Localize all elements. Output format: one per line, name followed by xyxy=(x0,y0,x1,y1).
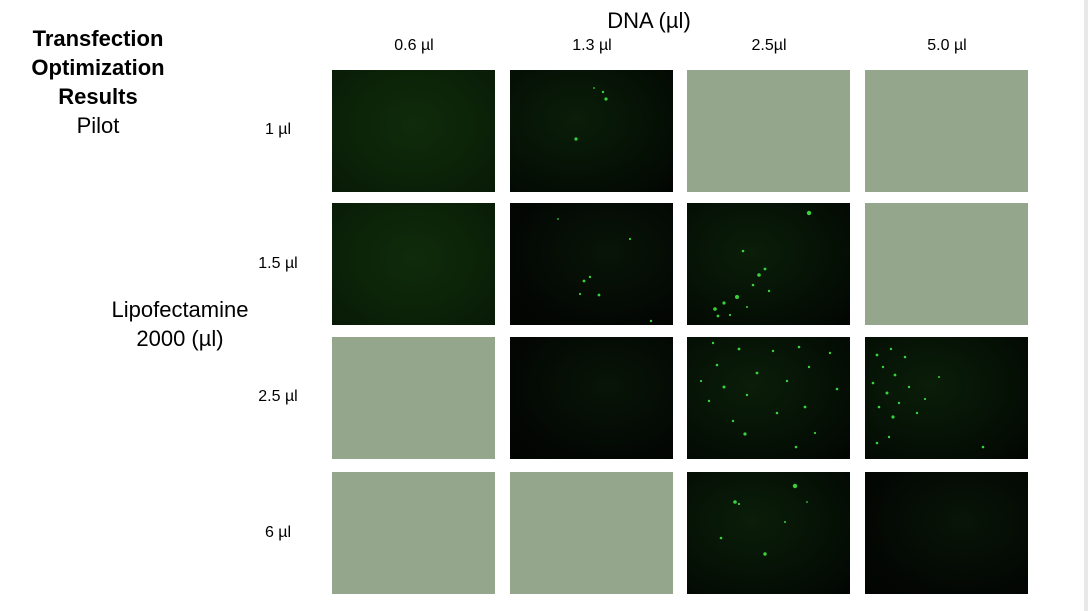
fluorescent-cells xyxy=(574,87,608,141)
micrograph-lipo1.5-dna0.6 xyxy=(332,203,495,325)
placeholder-lipo1-dna2.5 xyxy=(687,70,850,192)
micrograph-lipo2.5-dna1.3 xyxy=(510,337,673,459)
micrograph-lipo6-dna5.0 xyxy=(865,472,1028,594)
fluorescent-cells xyxy=(719,483,808,556)
placeholder-lipo6-dna0.6 xyxy=(332,472,495,594)
placeholder-lipo6-dna1.3 xyxy=(510,472,673,594)
dna-column-label-4: 5.0 µl xyxy=(927,37,967,54)
micrograph-lipo1.5-dna2.5 xyxy=(687,203,850,325)
micrograph-lipo2.5-dna5.0 xyxy=(865,337,1028,459)
dna-column-label-1: 0.6 µl xyxy=(394,37,434,54)
lipofectamine-row-label-1: 1 µl xyxy=(264,121,292,138)
fluorescent-cells xyxy=(557,218,653,323)
micrograph-lipo1.5-dna1.3 xyxy=(510,203,673,325)
lipofectamine-title-line-2: 2000 (µl) xyxy=(136,326,224,351)
dna-column-label-3: 2.5µl xyxy=(751,37,787,54)
title-line-2: Optimization xyxy=(31,55,165,80)
slide-title: Transfection Optimization Results Pilot xyxy=(8,24,188,140)
slide-edge xyxy=(1084,0,1088,611)
placeholder-lipo2.5-dna0.6 xyxy=(332,337,495,459)
title-subtitle: Pilot xyxy=(76,113,120,138)
lipofectamine-row-label-3: 2.5 µl xyxy=(258,388,298,405)
lipofectamine-row-label-4: 6 µl xyxy=(264,524,292,541)
title-line-1: Transfection xyxy=(32,26,164,51)
placeholder-lipo1.5-dna5.0 xyxy=(865,203,1028,325)
fluorescent-cells xyxy=(871,347,985,449)
lipofectamine-title-line-1: Lipofectamine xyxy=(111,297,249,322)
placeholder-lipo1-dna5.0 xyxy=(865,70,1028,192)
lipofectamine-axis-title: Lipofectamine 2000 (µl) xyxy=(80,295,280,353)
dna-axis-title: DNA (µl) xyxy=(607,8,691,33)
fluorescent-cells xyxy=(713,210,812,318)
title-line-3: Results xyxy=(58,84,138,109)
micrograph-lipo1-dna0.6 xyxy=(332,70,495,192)
micrograph-lipo1-dna1.3 xyxy=(510,70,673,192)
micrograph-lipo2.5-dna2.5 xyxy=(687,337,850,459)
fluorescent-cells xyxy=(699,341,839,449)
lipofectamine-row-label-2: 1.5 µl xyxy=(258,255,298,272)
micrograph-lipo6-dna2.5 xyxy=(687,472,850,594)
dna-column-label-2: 1.3 µl xyxy=(572,37,612,54)
